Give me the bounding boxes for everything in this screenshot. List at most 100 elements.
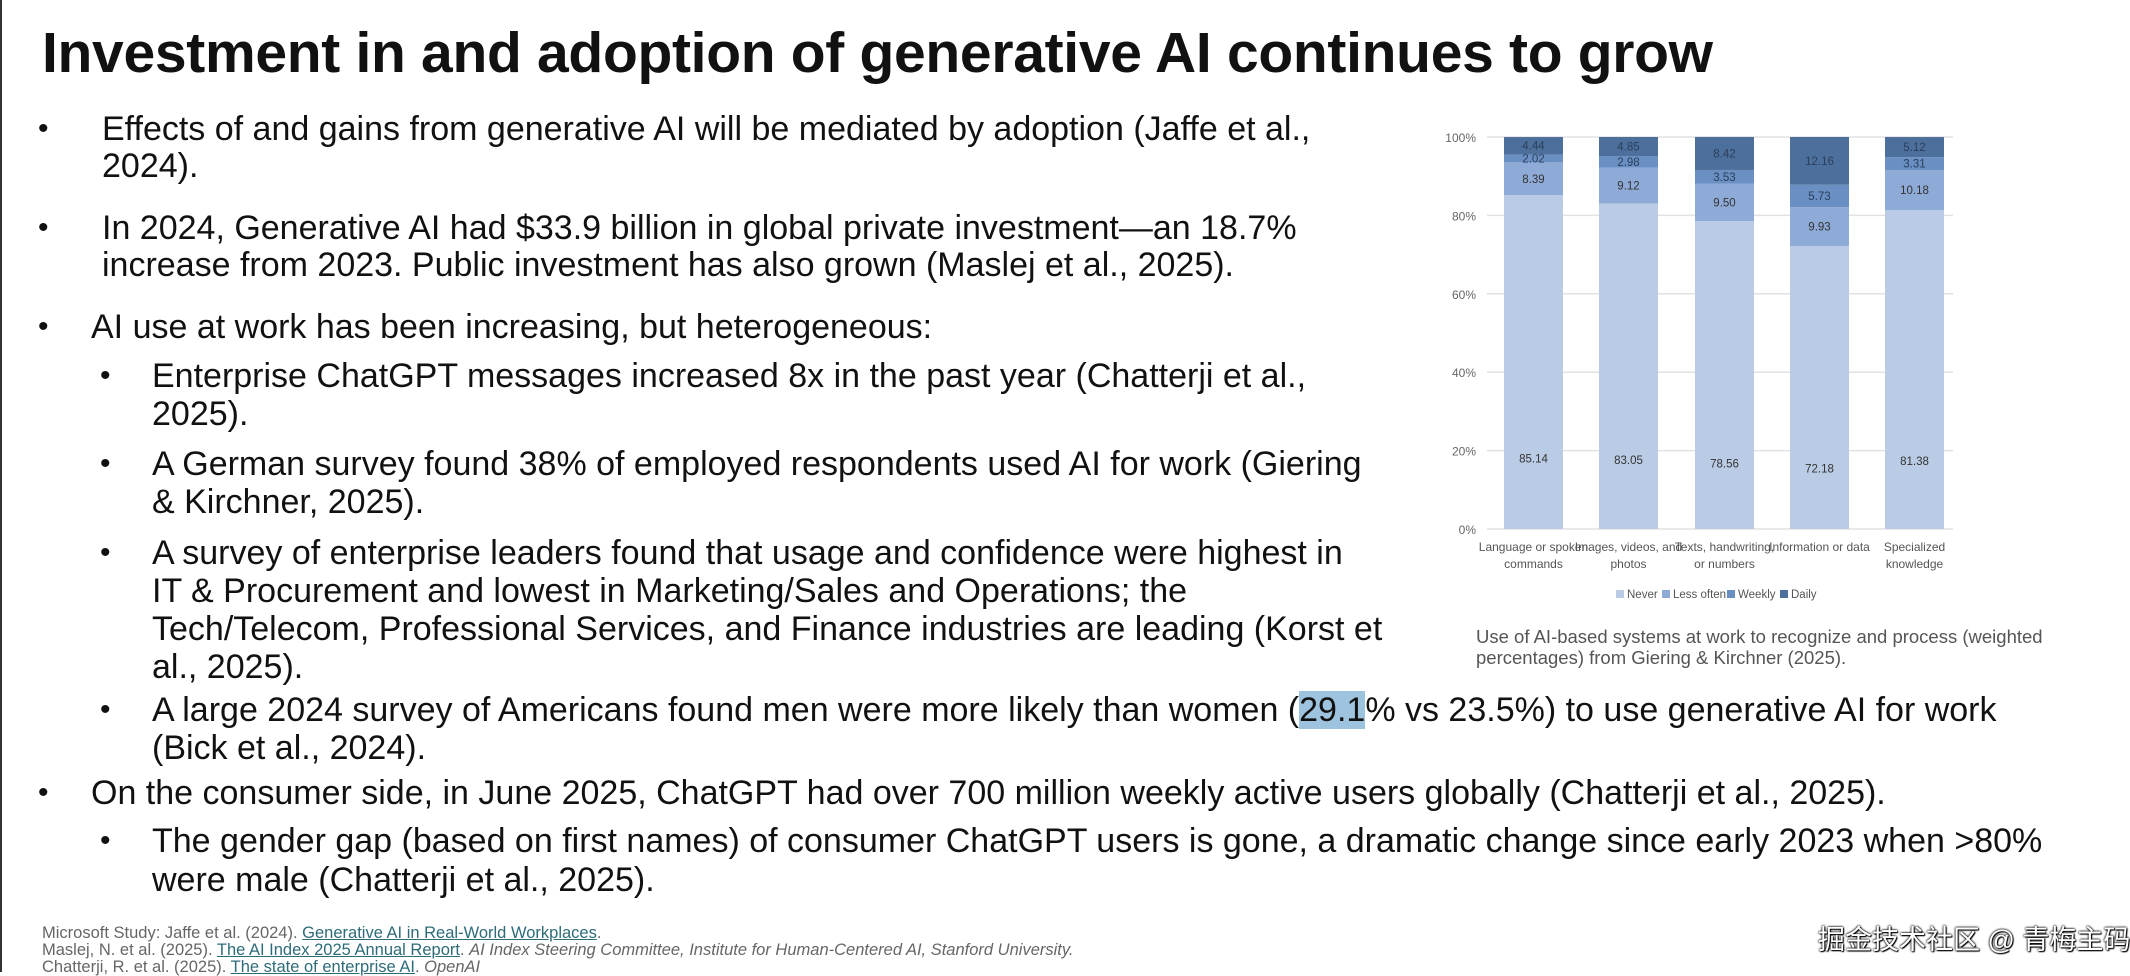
bullet-text: Tech/Telecom, Professional Services, and… [152,610,1382,648]
legend-label: Weekly [1738,589,1776,601]
bar-segment-less-often [1790,207,1849,247]
reference-line: Maslej, N. et al. (2025). The AI Index 2… [42,942,1073,959]
x-category-label: knowledge [1886,557,1944,571]
bullet-text-span: The gender gap (based on first names) of… [152,822,2043,860]
bullet-text-span: & Kirchner, 2025). [152,483,425,521]
bullet-text: Effects of and gains from generative AI … [102,110,1310,148]
legend-swatch [1616,590,1624,598]
bullet-text: were male (Chatterji et al., 2025). [152,861,655,899]
bullet-icon: • [38,310,49,343]
bullet-text-span: On the consumer side, in June 2025, Chat… [91,774,1886,812]
reference-text: . [414,958,425,976]
y-tick-label: 80% [1452,209,1476,223]
bullet-text: (Bick et al., 2024). [152,729,426,767]
bar-segment-daily [1504,137,1563,155]
data-label: 9.12 [1617,181,1639,193]
reference-link[interactable]: The AI Index 2025 Annual Report [216,941,460,959]
bullet-text: increase from 2023. Public investment ha… [102,246,1234,284]
x-category-label: Texts, handwriting, [1675,540,1774,554]
legend-swatch [1662,590,1670,598]
selected-text[interactable]: 29.1 [1299,691,1366,729]
x-category-label: Images, videos, and [1575,540,1682,554]
bar-segment-daily [1885,137,1944,158]
bullet-text: IT & Procurement and lowest in Marketing… [152,572,1187,610]
bar-segment-never [1885,209,1944,529]
bar-segment-daily [1599,137,1658,157]
bullet-icon: • [38,776,49,809]
y-tick-label: 40% [1452,366,1476,380]
bullet-icon: • [38,211,49,244]
bullet-text-span: A large 2024 survey of Americans found m… [152,691,1300,729]
x-category-label: Language or spoken [1479,540,1588,554]
bullet-text-span: increase from 2023. Public investment ha… [102,246,1234,284]
legend-swatch [1780,590,1788,598]
reference-source: AI Index Steering Committee, Institute f… [469,941,1074,959]
data-label: 8.39 [1522,174,1544,186]
bullet-text: A large 2024 survey of Americans found m… [152,691,1997,729]
legend-label: Daily [1791,589,1817,601]
data-label: 4.44 [1522,141,1545,153]
bar-segment-weekly [1790,184,1849,208]
bar-segment-weekly [1885,157,1944,171]
data-label: 3.31 [1903,159,1925,171]
bullet-icon: • [100,693,111,726]
bullet-icon: • [38,112,49,145]
bullet-text: AI use at work has been increasing, but … [91,308,932,346]
reference-line: Microsoft Study: Jaffe et al. (2024). Ge… [42,925,601,942]
data-label: 8.42 [1713,148,1735,160]
x-category-label: commands [1504,557,1563,571]
chart-caption: Use of AI-based systems at work to recog… [1476,626,2043,668]
slide-title: Investment in and adoption of generative… [42,21,1713,85]
bar-segment-never [1695,221,1754,529]
bar-segment-less-often [1885,170,1944,210]
bullet-text: On the consumer side, in June 2025, Chat… [91,774,1886,812]
bullet-text-span: IT & Procurement and lowest in Marketing… [152,572,1188,610]
data-label: 81.38 [1900,456,1929,468]
bullet-text-span: 2024). [102,147,199,185]
bullet-icon: • [100,536,111,569]
data-label: 78.56 [1710,458,1739,470]
bar-segment-weekly [1599,156,1658,168]
bullet-text: A German survey found 38% of employed re… [152,445,1362,483]
data-label: 72.18 [1805,463,1834,475]
reference-link[interactable]: The state of enterprise AI [230,958,415,976]
stacked-bar-chart: 0% 20% 40% 60% 80% 100% 85.14 8.39 2.024.44 Langu… [1445,131,1953,601]
x-category-label: or numbers [1694,557,1755,571]
data-label: 5.12 [1903,142,1925,154]
bar-segment-daily [1790,137,1849,185]
reference-source: OpenAI [424,958,481,976]
bullet-text: The gender gap (based on first names) of… [152,822,2042,860]
legend-label: Never [1627,589,1658,601]
data-label: 4.85 [1617,142,1639,154]
data-label: 10.18 [1900,185,1929,197]
bar-segment-weekly [1695,169,1754,184]
data-label: 3.53 [1713,172,1735,184]
data-label: 5.73 [1808,191,1830,203]
x-category-label: photos [1610,557,1646,571]
bullet-text-span: A German survey found 38% of employed re… [152,445,1362,483]
reference-link[interactable]: Generative AI in Real-World Workplaces [302,924,597,942]
reference-text: Maslej, N. et al. (2025). [42,941,217,959]
bullet-text-span: In 2024, Generative AI had $33.9 billion… [102,209,1297,247]
bullet-text-span: Effects of and gains from generative AI … [102,110,1311,148]
bullet-text: al., 2025). [152,648,303,686]
watermark: 掘金技术社区 @ 青梅主码 [1818,925,2130,955]
bar-segment-weekly [1504,154,1563,163]
caption-line: Use of AI-based systems at work to recog… [1476,626,2043,647]
y-tick-label: 100% [1445,131,1476,145]
slide-left-border [0,0,2,972]
reference-text: . [459,941,470,959]
bar-segment-never [1790,246,1849,530]
data-label: 9.93 [1808,222,1830,234]
bullet-text: 2024). [102,147,198,185]
bullet-text-span: A survey of enterprise leaders found tha… [152,534,1343,572]
bullet-text-span: Enterprise ChatGPT messages increased 8x… [152,357,1307,395]
x-category-label: Specialized [1884,540,1945,554]
bullet-text-span: were male (Chatterji et al., 2025). [152,861,655,899]
bullet-text-span: % vs 23.5%) to use generative AI for wor… [1365,691,1997,729]
bar-segment-never [1504,195,1563,529]
reference-text: Chatterji, R. et al. (2025). [42,958,231,976]
bullet-text-span: AI use at work has been increasing, but … [91,308,933,346]
bullet-text-span: 2025). [152,395,249,433]
bar-segment-daily [1695,136,1754,170]
